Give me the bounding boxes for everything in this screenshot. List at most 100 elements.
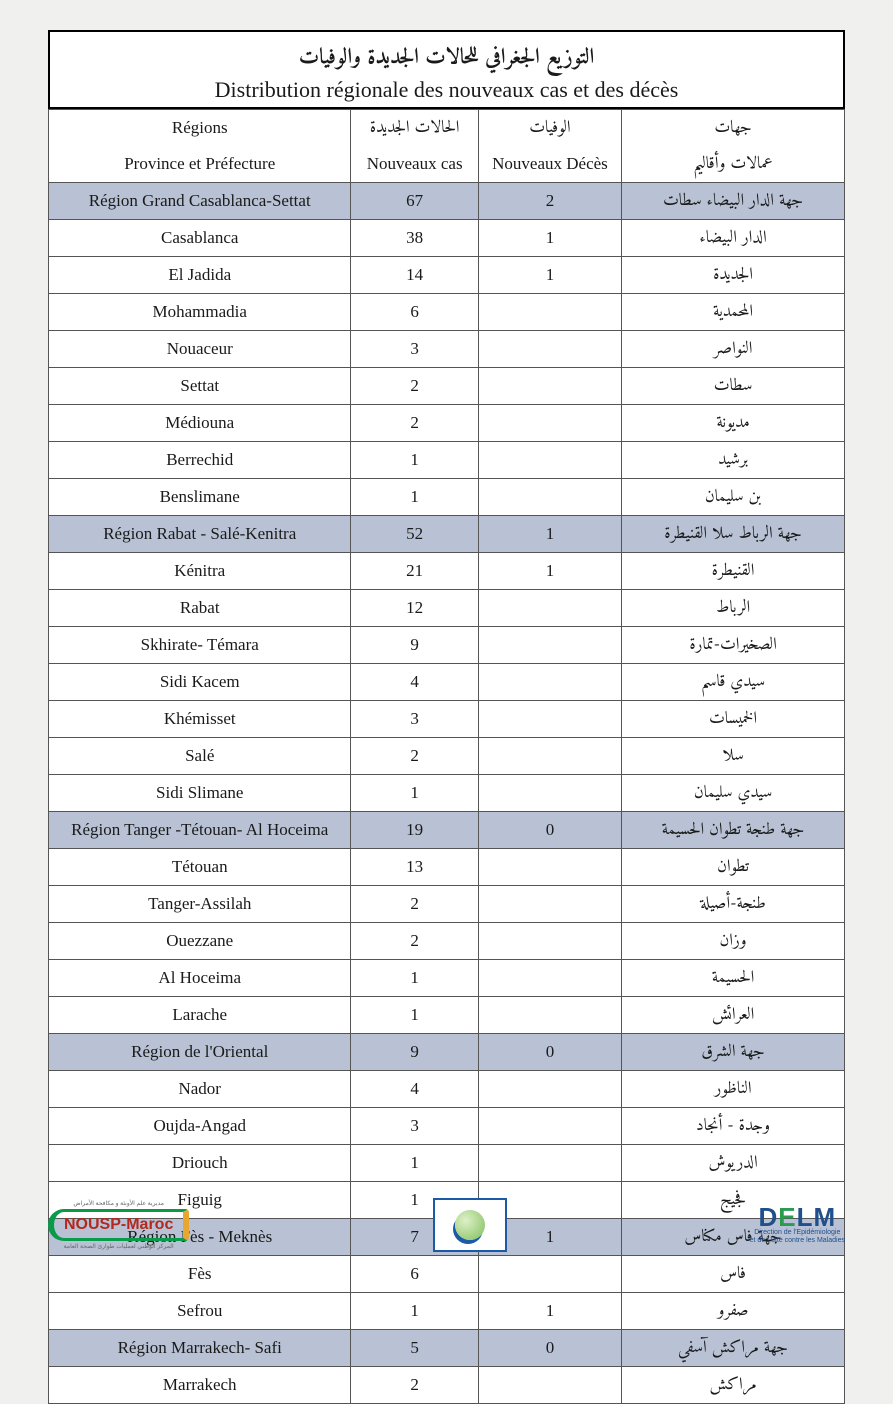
cell-name-ar: تطوان: [622, 849, 845, 886]
cell-name-ar: جهة الشرق: [622, 1034, 845, 1071]
region-row: Région Grand Casablanca-Settat672جهة الد…: [49, 183, 845, 220]
cell-name-ar: الجديدة: [622, 257, 845, 294]
cell-name-ar: فاس: [622, 1256, 845, 1293]
cell-deaths: [478, 590, 621, 627]
cell-name-ar: سيدي قاسم: [622, 664, 845, 701]
cell-deaths: 1: [478, 553, 621, 590]
data-row: Al Hoceima1الحسيمة: [49, 960, 845, 997]
cell-deaths: [478, 368, 621, 405]
cell-name-ar: وزان: [622, 923, 845, 960]
cell-cases: 1: [351, 960, 478, 997]
cell-name-fr: Settat: [49, 368, 351, 405]
cell-name-ar: برشيد: [622, 442, 845, 479]
cell-name-ar: جهة الدار البيضاء سطات: [622, 183, 845, 220]
nousp-logo: مديرية علم الأوبئة و مكافحة الأمراض NOUS…: [48, 1200, 189, 1250]
cell-name-ar: المحمدية: [622, 294, 845, 331]
cell-cases: 4: [351, 1071, 478, 1108]
region-row: Région de l'Oriental90جهة الشرق: [49, 1034, 845, 1071]
footer: مديرية علم الأوبئة و مكافحة الأمراض NOUS…: [48, 1198, 845, 1252]
header-cases-ar: الحالات الجديدة: [351, 110, 478, 147]
cell-name-fr: Marrakech: [49, 1367, 351, 1404]
cell-cases: 1: [351, 1145, 478, 1182]
cell-deaths: [478, 849, 621, 886]
cell-cases: 14: [351, 257, 478, 294]
cell-name-fr: Salé: [49, 738, 351, 775]
cell-deaths: 0: [478, 812, 621, 849]
cell-deaths: [478, 1367, 621, 1404]
cell-cases: 3: [351, 331, 478, 368]
cell-name-ar: الدار البيضاء: [622, 220, 845, 257]
cell-name-ar: جهة الرباط سلا القنيطرة: [622, 516, 845, 553]
cell-cases: 9: [351, 1034, 478, 1071]
header-regions-ar: جهات: [622, 110, 845, 147]
cell-cases: 38: [351, 220, 478, 257]
cell-name-ar: مديونة: [622, 405, 845, 442]
cell-deaths: [478, 997, 621, 1034]
header-province-ar: عمالات وأقاليم: [622, 146, 845, 183]
cell-cases: 12: [351, 590, 478, 627]
cell-cases: 13: [351, 849, 478, 886]
data-row: Médiouna2 مديونة: [49, 405, 845, 442]
data-row: Oujda-Angad3وجدة - أنجاد: [49, 1108, 845, 1145]
title-arabic: التوزيع الجغرافي للحالات الجديدة والوفيا…: [60, 38, 833, 77]
cell-cases: 52: [351, 516, 478, 553]
data-row: Rabat12 الرباط: [49, 590, 845, 627]
cell-deaths: [478, 1108, 621, 1145]
cell-name-fr: Tétouan: [49, 849, 351, 886]
cell-deaths: 1: [478, 220, 621, 257]
cell-cases: 2: [351, 405, 478, 442]
cell-deaths: [478, 960, 621, 997]
region-row: Région Tanger -Tétouan- Al Hoceima190جهة…: [49, 812, 845, 849]
cell-cases: 2: [351, 368, 478, 405]
cell-cases: 6: [351, 294, 478, 331]
cell-name-fr: Benslimane: [49, 479, 351, 516]
data-row: Sidi Kacem4سيدي قاسم: [49, 664, 845, 701]
cell-deaths: [478, 923, 621, 960]
data-row: Khémisset3الخميسات: [49, 701, 845, 738]
cell-name-fr: El Jadida: [49, 257, 351, 294]
data-row: Skhirate- Témara9الصخيرات-تمارة: [49, 627, 845, 664]
cell-name-fr: Larache: [49, 997, 351, 1034]
cell-cases: 3: [351, 701, 478, 738]
delm-subtitle-2: et de Lutte contre les Maladies: [750, 1237, 845, 1245]
cell-name-fr: Khémisset: [49, 701, 351, 738]
header-province-fr: Province et Préfecture: [49, 146, 351, 183]
cell-deaths: 1: [478, 257, 621, 294]
title-french: Distribution régionale des nouveaux cas …: [60, 77, 833, 103]
cell-name-fr: Berrechid: [49, 442, 351, 479]
header-deaths-fr: Nouveaux Décès: [478, 146, 621, 183]
cell-name-fr: Médiouna: [49, 405, 351, 442]
data-row: Kénitra211القنيطرة: [49, 553, 845, 590]
cell-name-fr: Région Tanger -Tétouan- Al Hoceima: [49, 812, 351, 849]
cell-name-ar: سيدي سليمان: [622, 775, 845, 812]
cell-cases: 1: [351, 479, 478, 516]
cell-deaths: [478, 775, 621, 812]
cell-name-ar: القنيطرة: [622, 553, 845, 590]
cell-deaths: [478, 886, 621, 923]
cell-name-fr: Skhirate- Témara: [49, 627, 351, 664]
delm-subtitle-1: Direction de l'Epidémiologie: [750, 1229, 845, 1237]
cell-name-ar: الدريوش: [622, 1145, 845, 1182]
cell-name-fr: Nador: [49, 1071, 351, 1108]
data-row: Marrakech2مراكش: [49, 1367, 845, 1404]
delm-logo: DELM Direction de l'Epidémiologie et de …: [750, 1206, 845, 1245]
cell-deaths: [478, 294, 621, 331]
cell-deaths: [478, 627, 621, 664]
data-row: Tanger-Assilah2طنجة-أصيلة: [49, 886, 845, 923]
cell-cases: 1: [351, 775, 478, 812]
data-row: Tétouan13 تطوان: [49, 849, 845, 886]
cell-name-fr: Région Grand Casablanca-Settat: [49, 183, 351, 220]
cell-name-fr: Rabat: [49, 590, 351, 627]
data-row: Benslimane1بن سليمان: [49, 479, 845, 516]
data-row: Larache1العرائش: [49, 997, 845, 1034]
header-regions-fr: Régions: [49, 110, 351, 147]
cell-name-ar: الرباط: [622, 590, 845, 627]
cell-cases: 67: [351, 183, 478, 220]
cell-deaths: 1: [478, 516, 621, 553]
cell-deaths: 0: [478, 1034, 621, 1071]
cell-cases: 21: [351, 553, 478, 590]
cell-deaths: [478, 479, 621, 516]
cell-cases: 4: [351, 664, 478, 701]
cell-name-ar: الصخيرات-تمارة: [622, 627, 845, 664]
nousp-badge: NOUSP-Maroc: [48, 1209, 189, 1241]
